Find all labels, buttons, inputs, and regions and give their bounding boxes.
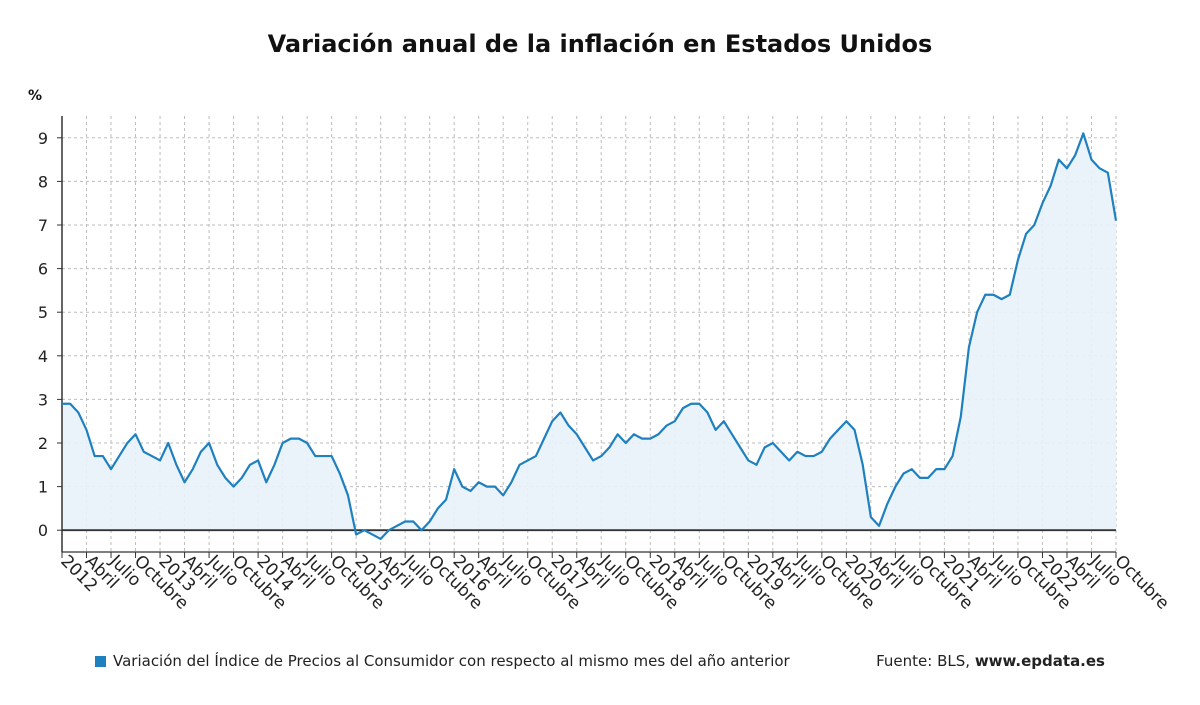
series-area-fill <box>62 133 1116 539</box>
y-tick-label: 6 <box>38 260 48 279</box>
grid-lines <box>62 116 1117 552</box>
y-tick-labels: 0 1 2 3 4 5 6 7 8 9 <box>38 129 48 540</box>
y-tick-label: 4 <box>38 347 48 366</box>
source-label: Fuente: BLS, <box>876 652 971 670</box>
chart-title: Variación anual de la inflación en Estad… <box>267 30 933 58</box>
axes <box>57 116 1117 558</box>
y-tick-label: 5 <box>38 303 48 322</box>
legend-swatch <box>95 655 106 667</box>
x-tick-label: Octubre <box>1110 551 1172 613</box>
legend: Variación del Índice de Precios al Consu… <box>95 652 790 670</box>
x-tick-labels: 2012AbrilJulioOctubre2013AbrilJulioOctub… <box>56 551 1172 614</box>
legend-label: Variación del Índice de Precios al Consu… <box>113 652 790 670</box>
y-tick-label: 2 <box>38 434 48 453</box>
y-tick-label: 7 <box>38 216 48 235</box>
inflation-line-chart: 0 1 2 3 4 5 6 7 8 9 2012AbrilJulioOctubre2013Abri… <box>28 88 1173 614</box>
y-tick-label: 0 <box>38 521 48 540</box>
source-credit: Fuente: BLS, www.epdata.es <box>876 652 1105 670</box>
series-line <box>62 132 1118 541</box>
y-tick-label: 1 <box>38 478 48 497</box>
y-tick-label: 9 <box>38 129 48 148</box>
y-tick-label: 8 <box>38 172 48 191</box>
y-tick-label: 3 <box>38 390 48 409</box>
y-axis-unit-label: % <box>28 88 42 104</box>
source-site: www.epdata.es <box>974 652 1105 670</box>
